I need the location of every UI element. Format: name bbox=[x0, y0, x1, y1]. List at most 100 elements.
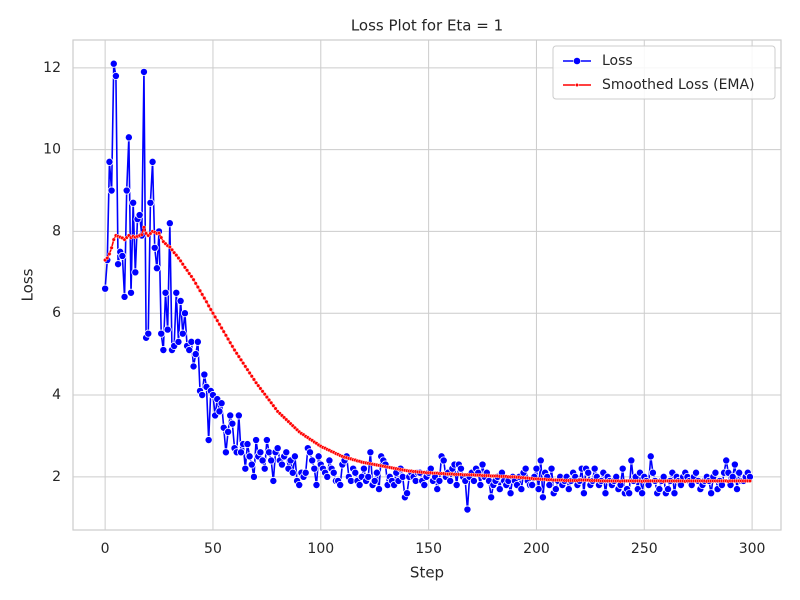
grid-layer bbox=[73, 40, 781, 530]
data-point bbox=[223, 333, 228, 338]
data-point bbox=[118, 251, 127, 260]
data-point bbox=[528, 481, 537, 490]
data-point bbox=[269, 400, 274, 405]
data-point bbox=[325, 456, 334, 465]
data-point bbox=[161, 288, 170, 297]
data-point bbox=[247, 460, 256, 469]
data-point bbox=[446, 476, 455, 485]
y-axis-label: Loss bbox=[19, 268, 37, 301]
data-point bbox=[111, 237, 116, 242]
data-point bbox=[646, 452, 655, 461]
data-point bbox=[232, 348, 237, 353]
data-point bbox=[711, 468, 720, 477]
data-point bbox=[517, 485, 526, 494]
data-point bbox=[189, 274, 194, 279]
x-tick-label: 250 bbox=[631, 541, 658, 557]
data-point bbox=[204, 299, 209, 304]
data-point bbox=[189, 362, 198, 371]
data-point bbox=[217, 322, 222, 327]
data-point bbox=[258, 386, 263, 391]
x-axis-label: Step bbox=[410, 564, 444, 582]
data-point bbox=[452, 481, 461, 490]
data-point bbox=[178, 329, 187, 338]
data-point bbox=[359, 464, 368, 473]
data-point bbox=[204, 436, 213, 445]
data-point bbox=[355, 481, 364, 490]
data-point bbox=[551, 485, 560, 494]
data-point bbox=[224, 427, 233, 436]
data-point bbox=[538, 493, 547, 502]
data-point bbox=[258, 456, 267, 465]
data-point bbox=[178, 258, 183, 263]
data-point bbox=[144, 329, 153, 338]
data-point bbox=[370, 476, 379, 485]
data-point bbox=[372, 468, 381, 477]
data-point bbox=[241, 464, 250, 473]
data-point bbox=[251, 377, 256, 382]
data-point bbox=[180, 262, 185, 267]
data-point bbox=[193, 281, 198, 286]
data-point bbox=[111, 71, 120, 80]
data-point bbox=[254, 380, 259, 385]
data-point bbox=[176, 296, 185, 305]
data-point bbox=[476, 481, 485, 490]
data-point bbox=[478, 460, 487, 469]
data-point bbox=[114, 260, 123, 269]
data-point bbox=[159, 346, 168, 355]
data-point bbox=[195, 285, 200, 290]
data-layer bbox=[101, 59, 754, 514]
data-point bbox=[733, 485, 742, 494]
data-point bbox=[262, 392, 267, 397]
data-point bbox=[219, 325, 224, 330]
data-point bbox=[730, 460, 739, 469]
data-point bbox=[487, 493, 496, 502]
data-point bbox=[198, 288, 203, 293]
data-point bbox=[228, 340, 233, 345]
legend-label: Loss bbox=[602, 53, 633, 69]
data-point bbox=[329, 468, 338, 477]
data-point bbox=[590, 464, 599, 473]
data-point bbox=[252, 436, 261, 445]
data-point bbox=[267, 397, 272, 402]
data-point bbox=[306, 448, 315, 457]
data-point bbox=[247, 370, 252, 375]
data-point bbox=[301, 468, 310, 477]
data-point bbox=[288, 468, 297, 477]
data-point bbox=[191, 350, 200, 359]
data-point bbox=[185, 346, 194, 355]
data-point bbox=[241, 361, 246, 366]
data-point bbox=[202, 296, 207, 301]
data-point bbox=[238, 357, 243, 362]
data-point bbox=[547, 464, 556, 473]
data-point bbox=[200, 370, 209, 379]
data-point bbox=[747, 478, 752, 483]
data-point bbox=[169, 247, 174, 252]
data-point bbox=[135, 211, 144, 220]
data-point bbox=[124, 133, 133, 142]
data-point bbox=[439, 456, 448, 465]
data-point bbox=[226, 336, 231, 341]
data-point bbox=[375, 485, 384, 494]
plot-frame bbox=[72, 39, 782, 531]
data-point bbox=[191, 277, 196, 282]
data-point bbox=[157, 329, 166, 338]
data-point bbox=[122, 186, 131, 195]
data-point bbox=[234, 351, 239, 356]
data-point bbox=[174, 337, 183, 346]
data-point bbox=[243, 364, 248, 369]
data-point bbox=[105, 256, 110, 261]
data-point bbox=[249, 374, 254, 379]
data-point bbox=[264, 395, 269, 400]
data-point bbox=[584, 468, 593, 477]
y-tick-label: 10 bbox=[43, 142, 61, 158]
y-tick-label: 8 bbox=[52, 223, 61, 239]
x-tick-label: 200 bbox=[523, 541, 550, 557]
data-point bbox=[141, 225, 146, 230]
data-point bbox=[256, 383, 261, 388]
data-point bbox=[174, 253, 179, 258]
data-point bbox=[221, 329, 226, 334]
data-point bbox=[655, 485, 664, 494]
data-point bbox=[663, 485, 672, 494]
data-point bbox=[312, 481, 321, 490]
